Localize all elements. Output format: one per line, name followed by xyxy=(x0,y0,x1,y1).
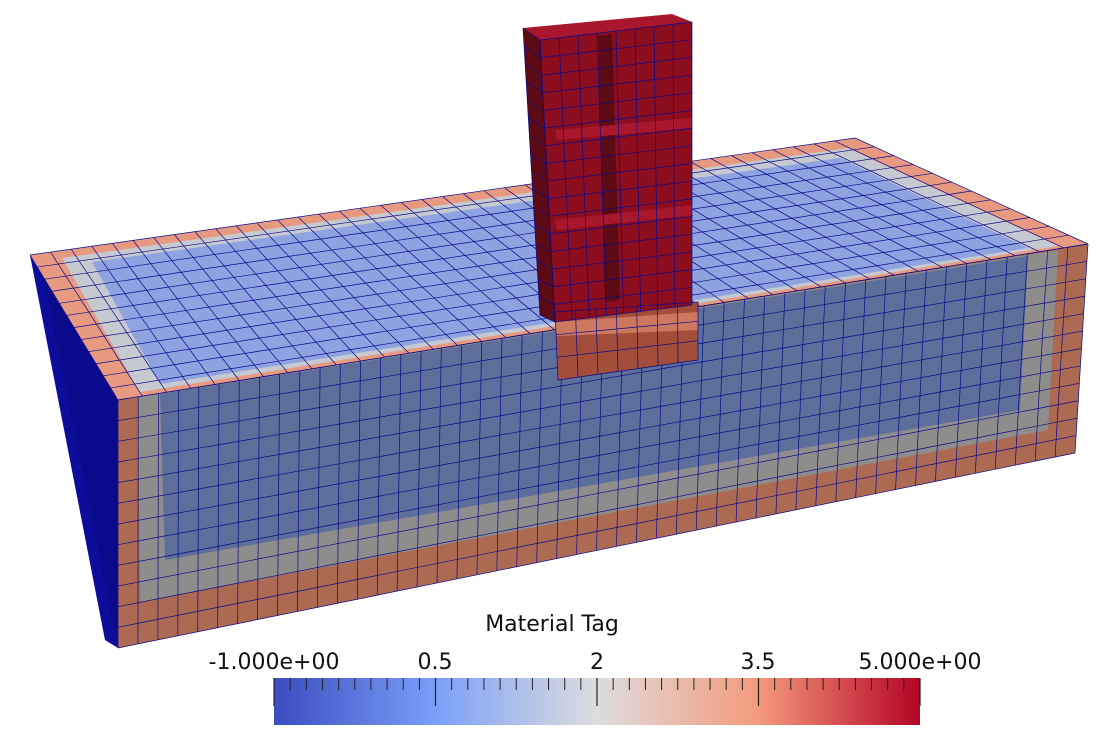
mesh-edge xyxy=(550,216,693,235)
mesh-edge xyxy=(117,400,1079,587)
mesh-edge xyxy=(117,382,1080,566)
mesh-edge xyxy=(554,286,693,305)
mesh-edge xyxy=(575,310,579,378)
mesh-edge xyxy=(636,306,639,369)
mesh-edge xyxy=(544,110,693,129)
mesh-edge xyxy=(546,145,693,164)
mesh-edge xyxy=(531,171,548,182)
mesh-edge xyxy=(66,181,953,316)
mesh-edge xyxy=(543,92,693,111)
mesh-edge xyxy=(539,314,556,323)
mesh-edge xyxy=(554,311,559,381)
mesh-edge xyxy=(73,190,972,328)
mesh-edge xyxy=(522,27,541,41)
mesh-edge xyxy=(540,39,693,58)
mesh-edge xyxy=(117,348,1082,525)
mesh-edge xyxy=(37,146,875,268)
mesh-edge xyxy=(529,135,546,147)
mesh-edge xyxy=(117,452,1076,649)
mesh-edge xyxy=(557,359,699,381)
mesh-edge xyxy=(534,225,551,235)
mesh-edge xyxy=(553,269,693,288)
mesh-edge xyxy=(59,172,933,304)
mesh-edge xyxy=(656,304,659,366)
mesh-edge xyxy=(542,74,693,94)
mesh-edge xyxy=(549,198,693,217)
tower-mesh xyxy=(522,21,699,381)
mesh-grid xyxy=(29,137,1089,649)
mesh-edge xyxy=(524,63,543,76)
mesh-edge xyxy=(552,251,693,270)
mesh-edge xyxy=(535,242,552,252)
mesh-edge xyxy=(117,330,1083,504)
mesh-edge xyxy=(538,296,555,305)
mesh-edge xyxy=(533,207,550,217)
tower-top xyxy=(523,14,692,40)
colorbar-tick-label: 5.000e+00 xyxy=(858,650,982,675)
mesh-edge xyxy=(539,21,693,41)
mesh-edge xyxy=(537,278,554,288)
mesh-edge xyxy=(530,153,547,164)
mesh-edge xyxy=(117,417,1078,608)
mesh-edge xyxy=(117,365,1081,546)
mesh-edge xyxy=(29,137,856,256)
soil-front-inner xyxy=(160,256,1028,560)
mesh-edge xyxy=(548,180,693,199)
mesh-edge xyxy=(551,233,693,252)
mesh-edge xyxy=(545,127,693,147)
mesh-edge xyxy=(117,435,1077,628)
mesh-edge xyxy=(554,304,693,323)
structure xyxy=(522,14,699,381)
colorbar-tick-label: 0.5 xyxy=(417,650,453,675)
tower-side-face xyxy=(523,28,555,322)
mesh-edge xyxy=(615,307,619,372)
colorbar-tick-label: 2 xyxy=(590,650,604,675)
mesh-edge xyxy=(555,320,699,336)
mesh-edge xyxy=(117,313,1084,484)
mesh-edge xyxy=(51,164,914,292)
mesh-edge xyxy=(556,340,699,358)
mesh-edge xyxy=(541,57,693,76)
mesh-edge xyxy=(532,189,549,199)
mesh-edge xyxy=(595,309,599,375)
colorbar-ticks xyxy=(273,678,921,706)
mesh-edge xyxy=(44,155,894,280)
colorbar-tick-label: 3.5 xyxy=(740,650,776,675)
mesh-edge xyxy=(547,163,693,182)
colorbar-tick-label: -1.000e+00 xyxy=(208,650,340,675)
mesh-edge xyxy=(81,199,991,340)
mesh-edge xyxy=(523,45,542,58)
mesh-edge xyxy=(527,99,544,111)
mesh-edge xyxy=(536,260,553,270)
mesh-edge xyxy=(117,295,1085,463)
mesh-edge xyxy=(554,301,699,313)
mesh-edge xyxy=(528,117,545,129)
color-legend xyxy=(273,678,921,725)
colorbar-title: Material Tag xyxy=(485,612,619,637)
mesh-edge xyxy=(525,81,544,94)
